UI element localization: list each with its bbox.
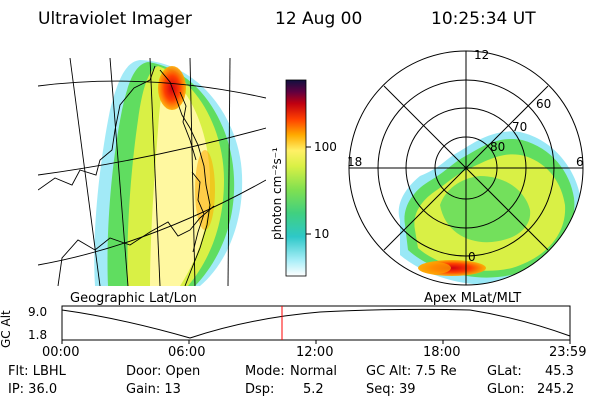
aurora-bright-band bbox=[150, 75, 210, 286]
mlat-label-60: 60 bbox=[536, 97, 552, 111]
time-tick-2359: 23:59 bbox=[549, 345, 587, 360]
time-tick-0000: 00:00 bbox=[42, 345, 80, 360]
colorbar-unit-label: photon cm⁻²s⁻¹ bbox=[270, 147, 284, 240]
time-tick-0600: 06:00 bbox=[168, 345, 206, 360]
polar-inner-cutout bbox=[440, 176, 531, 243]
status-dsp-label: Dsp: bbox=[245, 382, 275, 397]
status-mode-label: Mode: bbox=[245, 364, 285, 379]
time-tick-1200: 12:00 bbox=[296, 345, 334, 360]
status-glat-value: 45.3 bbox=[545, 364, 574, 379]
status-gain: Gain: 13 bbox=[126, 382, 181, 397]
polar-grid bbox=[348, 50, 584, 286]
geographic-caption: Geographic Lat/Lon bbox=[70, 291, 197, 306]
altitude-tick-1-8: 1.8 bbox=[28, 328, 48, 342]
instrument-title: Ultraviolet Imager bbox=[38, 9, 192, 29]
mlt-label-12: 12 bbox=[474, 48, 490, 62]
status-glon-value: 245.2 bbox=[537, 382, 575, 397]
colorbar bbox=[285, 79, 307, 277]
status-glat-label: GLat: bbox=[487, 364, 522, 379]
colorbar-tick-10: 10 bbox=[314, 227, 330, 241]
polar-caption: Apex MLat/MLT bbox=[424, 291, 522, 306]
altitude-tick-9: 9.0 bbox=[28, 305, 48, 319]
altitude-axis-label: GC Alt bbox=[0, 310, 13, 348]
time-tick-1800: 18:00 bbox=[423, 345, 461, 360]
status-seq: Seq: 39 bbox=[366, 382, 416, 397]
observation-date: 12 Aug 00 bbox=[275, 9, 363, 29]
status-dsp-value: 5.2 bbox=[303, 382, 324, 397]
coastlines bbox=[38, 65, 215, 286]
status-mode-value: Normal bbox=[290, 364, 338, 379]
aurora-orange-arc bbox=[195, 150, 215, 230]
mlt-label-18: 18 bbox=[347, 155, 363, 169]
altitude-plot bbox=[61, 305, 571, 344]
mlt-label-6: 6 bbox=[576, 155, 584, 169]
geographic-image bbox=[38, 58, 266, 286]
status-ip: IP: 36.0 bbox=[8, 382, 58, 397]
status-glon-label: GLon: bbox=[487, 382, 525, 397]
colorbar-tick-100: 100 bbox=[314, 140, 337, 154]
status-gc-alt: GC Alt: 7.5 Re bbox=[366, 364, 457, 379]
observation-time: 10:25:34 UT bbox=[431, 9, 536, 29]
mlt-label-0: 0 bbox=[468, 250, 476, 264]
mlat-label-70: 70 bbox=[512, 120, 528, 134]
polar-image bbox=[348, 50, 584, 286]
status-filter: Flt: LBHL bbox=[8, 364, 66, 379]
colorbar-ticks bbox=[306, 146, 311, 235]
altitude-curve bbox=[61, 308, 571, 339]
status-door: Door: Open bbox=[126, 364, 201, 379]
mlat-label-80: 80 bbox=[490, 140, 506, 154]
